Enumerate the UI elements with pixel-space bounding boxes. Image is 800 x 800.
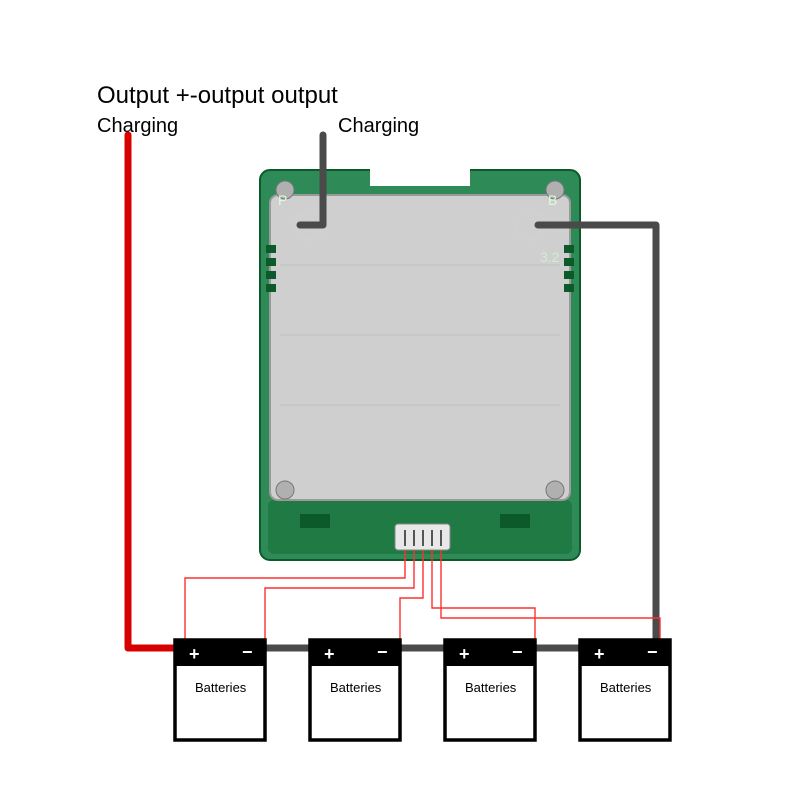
wire-b-minus <box>538 225 665 650</box>
svg-text:−: − <box>647 642 658 662</box>
batteries-group: + − + − + − + − <box>175 640 670 740</box>
charging-left-label: Charging <box>97 115 178 138</box>
heavy-wires <box>128 135 665 650</box>
svg-text:+: + <box>324 644 335 664</box>
svg-text:+: + <box>594 644 605 664</box>
svg-text:+: + <box>459 644 470 664</box>
battery-label-1: Batteries <box>195 680 246 695</box>
battery-label-2: Batteries <box>330 680 381 695</box>
svg-text:−: − <box>377 642 388 662</box>
bms-board: P B 3.2 <box>260 168 580 560</box>
battery-label-3: Batteries <box>465 680 516 695</box>
pcb-text: 3.2 <box>540 249 560 265</box>
wire-p-minus <box>300 135 323 225</box>
wire-output-plus <box>128 135 182 648</box>
title-label: Output +-output output <box>97 82 338 110</box>
b-minus-silk: B <box>548 192 557 208</box>
balance-wires <box>185 550 660 648</box>
charging-right-label: Charging <box>338 115 419 138</box>
svg-text:+: + <box>189 644 200 664</box>
svg-text:−: − <box>512 642 523 662</box>
p-minus-silk: P <box>278 192 287 208</box>
svg-text:−: − <box>242 642 253 662</box>
battery-label-4: Batteries <box>600 680 651 695</box>
